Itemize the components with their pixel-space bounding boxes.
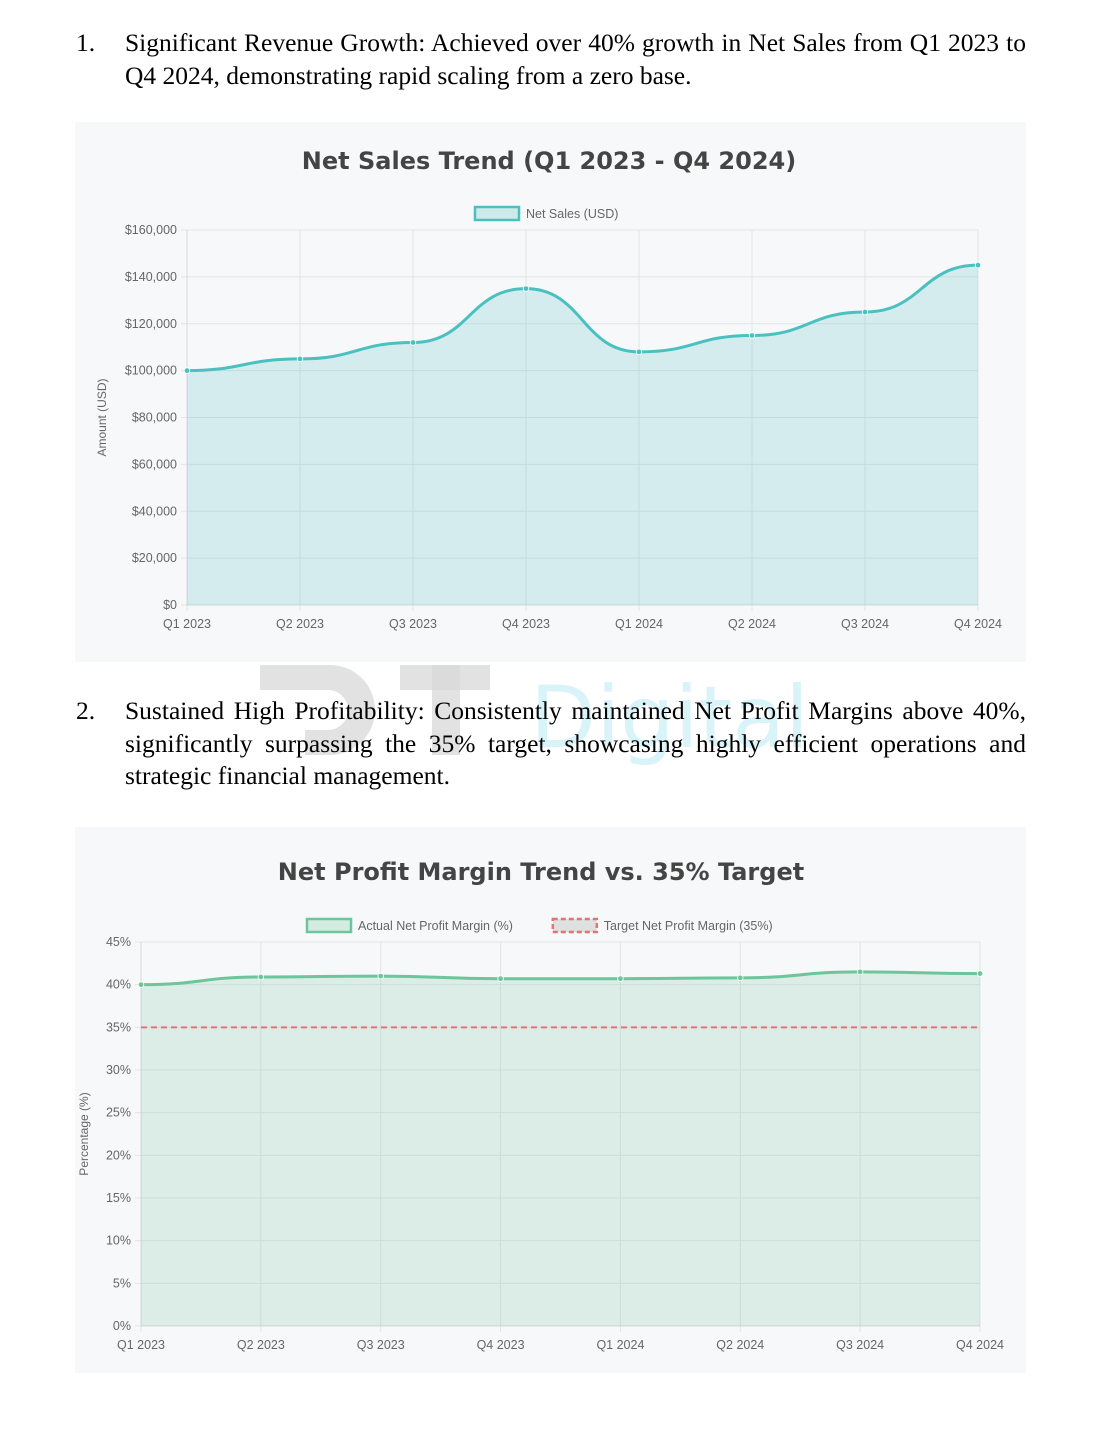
x-tick-label: Q2 2023: [237, 1338, 285, 1352]
y-tick-label: $40,000: [132, 504, 177, 518]
x-tick-label: Q3 2024: [841, 617, 889, 631]
x-tick-label: Q1 2024: [596, 1338, 644, 1352]
data-point: [737, 974, 744, 982]
y-tick-label: $140,000: [125, 270, 177, 284]
legend-swatch-0: [473, 205, 521, 222]
y-tick-label: 20%: [106, 1148, 131, 1162]
y-tick-label: $120,000: [125, 317, 177, 331]
y-tick-label: $0: [163, 598, 177, 612]
y-axis-label: Amount (USD): [95, 378, 109, 456]
legend-label-0: Net Sales (USD): [526, 207, 618, 221]
y-tick-label: 40%: [106, 978, 131, 992]
data-point: [861, 308, 869, 316]
y-tick-label: 30%: [106, 1063, 131, 1077]
y-tick-label: $100,000: [125, 364, 177, 378]
x-tick-label: Q4 2023: [502, 617, 550, 631]
y-tick-label: $80,000: [132, 411, 177, 425]
series-area-0: [141, 971, 980, 1326]
point-2: 2. Sustained High Profitability: Consist…: [76, 695, 1026, 795]
data-point: [976, 970, 984, 977]
chart-title: Net Profit Margin Trend vs. 35% Target: [278, 858, 804, 886]
legend-label-0: Actual Net Profit Margin (%): [358, 919, 513, 933]
data-point: [137, 981, 145, 988]
chart-legend: Actual Net Profit Margin (%) Target Net P…: [305, 917, 773, 934]
x-tick-label: Q4 2024: [954, 617, 1002, 631]
x-tick-label: Q3 2024: [836, 1338, 884, 1352]
legend-swatch-1: [551, 917, 599, 934]
y-tick-label: 10%: [106, 1234, 131, 1248]
data-point: [257, 973, 265, 981]
x-tick-label: Q3 2023: [389, 617, 437, 631]
x-tick-label: Q4 2024: [956, 1338, 1004, 1352]
chart-title: Net Sales Trend (Q1 2023 - Q4 2024): [302, 147, 796, 175]
data-point: [748, 332, 756, 339]
data-point: [617, 975, 624, 982]
data-point: [497, 975, 504, 982]
series-line-0: [140, 970, 981, 987]
y-tick-label: 15%: [106, 1191, 131, 1205]
point-1-text: Significant Revenue Growth: Achieved ove…: [125, 28, 1026, 90]
series-area-0: [187, 265, 978, 605]
x-tick-label: Q2 2023: [276, 617, 324, 631]
net-sales-chart-svg: Net Sales Trend (Q1 2023 - Q4 2024) Net S…: [95, 147, 1002, 631]
series-line-0: [186, 263, 979, 373]
point-2-text: Sustained High Profitability: Consistent…: [125, 696, 1026, 790]
data-point: [974, 261, 982, 269]
data-point: [409, 339, 417, 346]
x-tick-label: Q1 2024: [615, 617, 663, 631]
data-point: [377, 972, 384, 980]
net-profit-margin-chart-svg: Net Profit Margin Trend vs. 35% Target Ac…: [77, 858, 1004, 1352]
net-sales-chart: Net Sales Trend (Q1 2023 - Q4 2024) Net S…: [75, 122, 1026, 662]
y-tick-label: 45%: [106, 935, 131, 949]
y-tick-label: 25%: [106, 1106, 131, 1120]
data-point: [522, 285, 530, 292]
point-2-number: 2.: [76, 696, 96, 725]
y-tick-label: $20,000: [132, 551, 177, 565]
data-point: [635, 348, 643, 356]
x-tick-label: Q2 2024: [728, 617, 776, 631]
y-tick-label: 0%: [113, 1319, 131, 1333]
x-tick-label: Q4 2023: [477, 1338, 525, 1352]
data-point: [296, 355, 304, 363]
legend-label-1: Target Net Profit Margin (35%): [604, 919, 773, 933]
chart-legend: Net Sales (USD): [473, 205, 618, 222]
point-1: 1. Significant Revenue Growth: Achieved …: [76, 27, 1026, 97]
y-axis-label: Percentage (%): [77, 1092, 91, 1175]
x-tick-label: Q1 2023: [163, 617, 211, 631]
y-tick-label: $60,000: [132, 457, 177, 471]
x-tick-label: Q3 2023: [357, 1338, 405, 1352]
data-point: [856, 968, 864, 976]
y-tick-label: 5%: [113, 1276, 131, 1290]
legend-swatch-0: [305, 917, 353, 934]
y-tick-label: $160,000: [125, 223, 177, 237]
point-1-number: 1.: [76, 28, 96, 57]
x-tick-label: Q2 2024: [716, 1338, 764, 1352]
y-tick-label: 35%: [106, 1020, 131, 1034]
data-point: [183, 367, 191, 374]
x-tick-label: Q1 2023: [117, 1338, 165, 1352]
net-profit-margin-chart: Net Profit Margin Trend vs. 35% Target Ac…: [75, 827, 1026, 1373]
